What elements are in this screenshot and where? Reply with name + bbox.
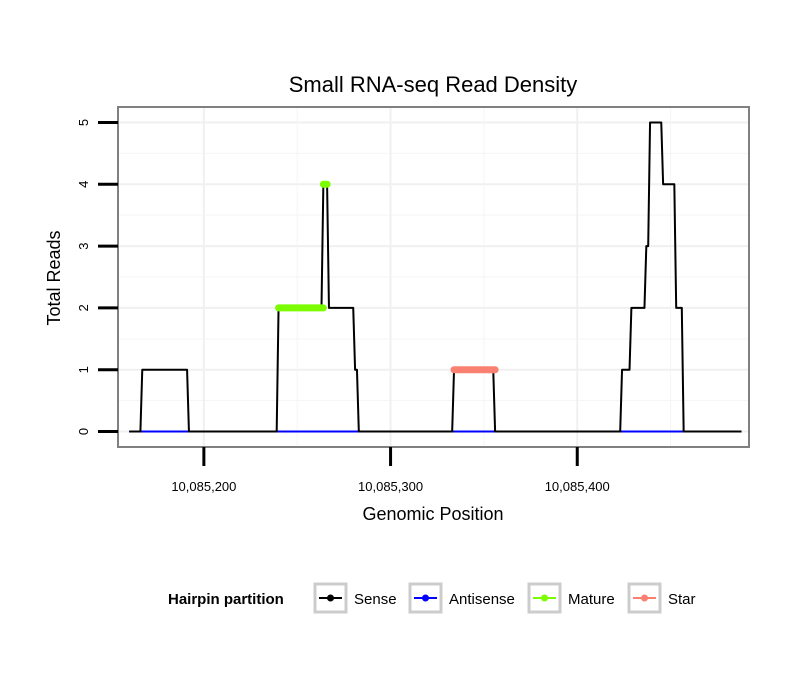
y-tick-label-3: 3 <box>76 242 91 249</box>
legend-title: Hairpin partition <box>168 591 284 608</box>
y-axis-label: Total Reads <box>44 230 64 325</box>
legend-entry-sense: Sense <box>313 582 397 614</box>
legend-key-dot-sense <box>327 594 334 602</box>
grid-lines <box>118 107 749 447</box>
y-tick-label-0: 0 <box>76 428 91 435</box>
y-tick-label-2: 2 <box>76 304 91 311</box>
series-layer <box>129 121 742 433</box>
legend-entry-antisense: Antisense <box>408 582 515 614</box>
x-tick-label-2: 10,085,400 <box>545 479 610 494</box>
x-axis: 10,085,200 10,085,300 10,085,400 <box>171 447 610 494</box>
y-tick-label-1: 1 <box>76 366 91 373</box>
legend-key-dot-mature <box>541 594 548 602</box>
y-tick-label-5: 5 <box>76 119 91 126</box>
legend-entry-star: Star <box>627 582 696 614</box>
legend-entry-mature: Mature <box>527 582 615 614</box>
x-tick-label-0: 10,085,200 <box>171 479 236 494</box>
legend-key-dot-star <box>641 594 648 602</box>
x-axis-label: Genomic Position <box>362 504 503 524</box>
legend-label-mature: Mature <box>568 591 615 608</box>
plot-panel-border <box>117 106 750 448</box>
legend-label-star: Star <box>668 591 696 608</box>
legend-label-antisense: Antisense <box>449 591 515 608</box>
x-tick-label-1: 10,085,300 <box>358 479 423 494</box>
legend-label-sense: Sense <box>354 591 397 608</box>
legend: Hairpin partition Sense Antisense Mature St… <box>168 582 696 614</box>
chart-title: Small RNA-seq Read Density <box>289 72 578 97</box>
y-tick-label-4: 4 <box>76 181 91 188</box>
y-axis: 0 1 2 3 4 5 <box>76 119 118 435</box>
legend-key-dot-antisense <box>422 594 429 602</box>
